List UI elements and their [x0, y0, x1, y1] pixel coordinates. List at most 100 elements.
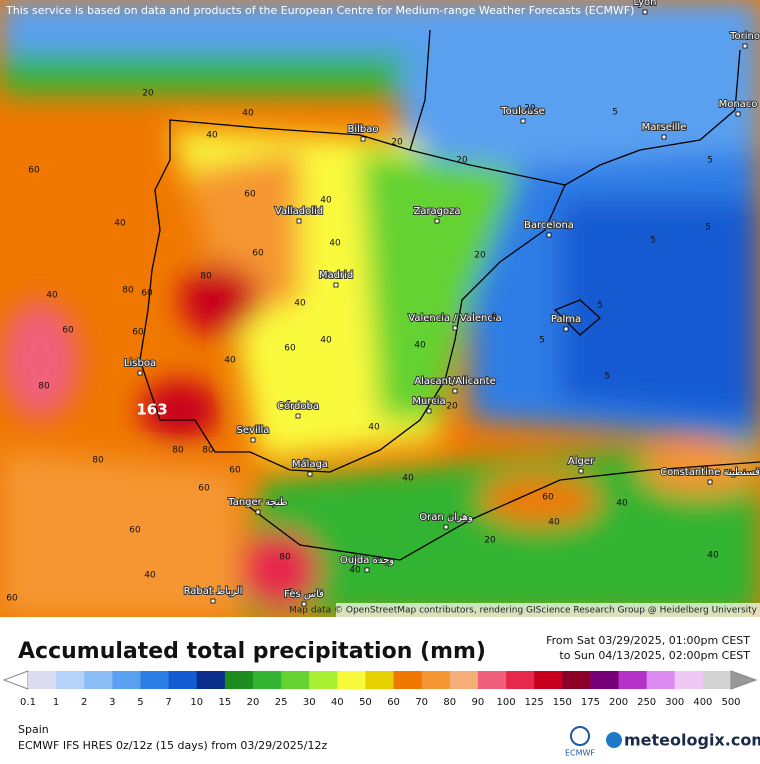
city-marker — [443, 524, 449, 530]
max-value-label: 163 — [136, 401, 167, 419]
city-marker — [452, 325, 458, 331]
contour-label: 20 — [446, 402, 458, 412]
city-label: Torino — [729, 31, 760, 42]
contour-label: 40 — [206, 131, 218, 141]
city-label: Madrid — [319, 270, 353, 281]
city-label: Málaga — [292, 458, 328, 470]
city-label: Lisboa — [124, 358, 156, 369]
contour-label: 40 — [224, 356, 236, 366]
city-marker — [546, 232, 552, 238]
city-marker — [301, 601, 307, 607]
colorbar-segment — [56, 671, 85, 689]
ecmwf-logo: ECMWF — [565, 726, 595, 758]
colorbar-label: 150 — [553, 697, 572, 708]
contour-label: 80 — [38, 382, 50, 392]
contour-label: 5 — [597, 301, 603, 311]
map: This service is based on data and produc… — [0, 0, 760, 617]
colorbar-label: 2 — [81, 697, 87, 708]
city-label: Lyon — [633, 0, 656, 8]
contour-label: 40 — [368, 423, 380, 433]
colorbar-label: 20 — [247, 697, 260, 708]
contour-label: 40 — [320, 196, 332, 206]
city-label: Rabat الرباط — [184, 586, 243, 597]
city-marker — [742, 43, 748, 49]
city-marker — [434, 218, 440, 224]
contour-label: 40 — [329, 239, 341, 249]
colorbar-segment — [309, 671, 338, 689]
colorbar-label: 7 — [165, 697, 171, 708]
contour-label: 40 — [402, 474, 414, 484]
colorbar-label: 200 — [609, 697, 628, 708]
colorbar-label: 25 — [275, 697, 288, 708]
colorbar-segment — [337, 671, 366, 689]
colorbar-segment — [393, 671, 423, 689]
colorbar-segment — [449, 671, 479, 689]
city-marker — [333, 282, 339, 288]
colorbar-segment — [618, 671, 648, 689]
contour-label: 5 — [491, 314, 497, 324]
colorbar-segment — [281, 671, 310, 689]
contour-label: 60 — [198, 484, 210, 494]
colorbar-segment — [421, 671, 451, 689]
colorbar-label: 40 — [331, 697, 344, 708]
contour-label: 40 — [46, 291, 58, 301]
contour-label: 40 — [616, 499, 628, 509]
model-info: ECMWF IFS HRES 0z/12z (15 days) from 03/… — [18, 739, 328, 752]
brand[interactable]: meteologix.com — [624, 731, 760, 750]
city-label: Monaco — [719, 99, 758, 110]
contour-label: 20 — [142, 89, 154, 99]
colorbar-segment — [28, 671, 57, 689]
city-marker — [563, 326, 569, 332]
colorbar-label: 400 — [693, 697, 712, 708]
city-label: Oran وهران — [419, 512, 473, 523]
contour-label: 60 — [244, 190, 256, 200]
contour-label: 60 — [6, 594, 18, 604]
contour-label: 5 — [604, 372, 610, 382]
city-label: Toulouse — [500, 106, 544, 117]
contour-label: 40 — [548, 518, 560, 528]
contour-label: 60 — [129, 526, 141, 536]
colorbar-label: 15 — [218, 697, 231, 708]
colorbar-label: 175 — [581, 697, 600, 708]
colorbar-label: 5 — [137, 697, 143, 708]
city-label: Murcia — [412, 396, 445, 407]
city-label: Tanger طنجة — [227, 497, 288, 508]
colorbar-segment — [506, 671, 535, 689]
contour-label: 60 — [132, 328, 144, 338]
city-label: Bilbao — [347, 124, 378, 135]
contour-label: 40 — [707, 551, 719, 561]
city-label: Alger — [568, 456, 595, 467]
colorbar-label: 50 — [359, 697, 372, 708]
city-marker — [707, 479, 713, 485]
contour-label: 80 — [279, 553, 291, 563]
colorbar-segment — [590, 671, 620, 689]
city-label: Palma — [551, 314, 581, 325]
contour-label: 5 — [650, 236, 656, 246]
colorbar-segment — [477, 671, 507, 689]
contour-label: 40 — [320, 336, 332, 346]
colorbar-arrow-right — [730, 670, 758, 690]
contour-label: 5 — [707, 156, 713, 166]
contour-label: 60 — [542, 493, 554, 503]
contour-label: 80 — [200, 272, 212, 282]
contour-label: 40 — [414, 341, 426, 351]
city-label: Fès فاس — [284, 588, 324, 600]
city-marker — [426, 408, 432, 414]
colorbar-label: 30 — [303, 697, 316, 708]
colorbar-label: 3 — [109, 697, 115, 708]
colorbar-label: 250 — [637, 697, 656, 708]
contour-label: 60 — [284, 344, 296, 354]
brand-icon — [606, 732, 622, 748]
contour-label: 5 — [612, 108, 618, 118]
city-marker — [360, 136, 366, 142]
contour-label: 60 — [252, 249, 264, 259]
contour-label: 20 — [484, 536, 496, 546]
contour-label: 80 — [202, 446, 214, 456]
region: Spain — [18, 723, 49, 736]
contour-label: 40 — [349, 566, 361, 576]
contour-label: 20 — [456, 156, 468, 166]
colorbar-segment — [646, 671, 676, 689]
contour-label: 60 — [62, 326, 74, 336]
colorbar-segment — [196, 671, 226, 689]
city-marker — [295, 413, 301, 419]
